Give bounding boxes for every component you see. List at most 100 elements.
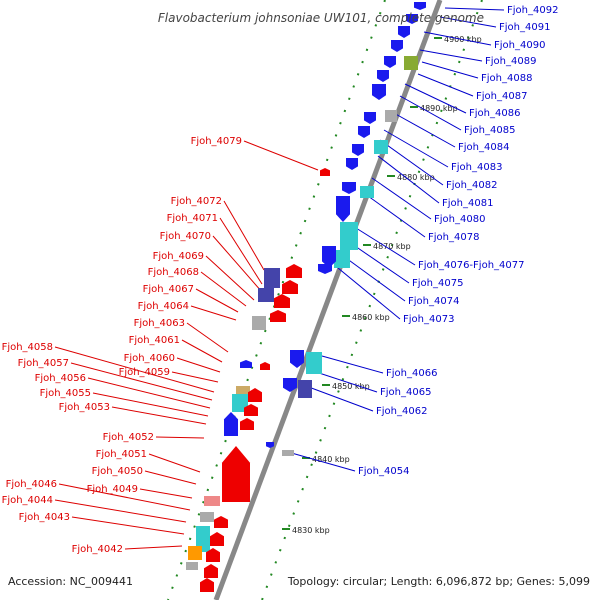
forward-gene-label[interactable]: Fjoh_4066 (386, 368, 437, 379)
forward-gene[interactable] (318, 264, 332, 274)
reverse-gene-label[interactable]: Fjoh_4043 (19, 512, 70, 523)
reverse-gene-label[interactable]: Fjoh_4061 (129, 335, 180, 346)
reverse-gene-label[interactable]: Fjoh_4071 (167, 213, 218, 224)
reverse-gene-box[interactable] (200, 512, 214, 522)
forward-gene-label[interactable]: Fjoh_4062 (376, 406, 427, 417)
reverse-gene[interactable] (200, 578, 214, 592)
forward-gene-label[interactable]: Fjoh_4089 (485, 56, 536, 67)
forward-gene[interactable] (372, 84, 386, 100)
reverse-gene[interactable] (210, 532, 224, 546)
forward-gene-box[interactable] (334, 250, 350, 268)
reverse-gene[interactable] (248, 388, 262, 402)
forward-gene-label[interactable]: Fjoh_4078 (428, 232, 479, 243)
forward-gene-label[interactable]: Fjoh_4091 (499, 22, 550, 33)
forward-gene-label[interactable]: Fjoh_4085 (464, 125, 515, 136)
forward-gene[interactable] (283, 378, 297, 392)
reverse-gene[interactable] (240, 360, 252, 368)
forward-gene-box[interactable] (340, 222, 358, 250)
reverse-gene-label[interactable]: Fjoh_4051 (96, 449, 147, 460)
reverse-gene[interactable] (206, 548, 220, 562)
reverse-gene[interactable] (224, 412, 238, 436)
reverse-gene-label[interactable]: Fjoh_4057 (18, 358, 69, 369)
reverse-gene-label[interactable]: Fjoh_4046 (6, 479, 57, 490)
forward-gene-label[interactable]: Fjoh_4087 (476, 91, 527, 102)
reverse-gene[interactable] (270, 310, 286, 322)
reverse-gene-label[interactable]: Fjoh_4072 (171, 196, 222, 207)
reverse-gene-box[interactable] (232, 394, 248, 412)
forward-gene-label[interactable]: Fjoh_4083 (451, 162, 502, 173)
forward-gene-label[interactable]: Fjoh_4082 (446, 180, 497, 191)
forward-gene[interactable] (336, 196, 350, 222)
reverse-gene-label[interactable]: Fjoh_4067 (143, 284, 194, 295)
reverse-gene-label[interactable]: Fjoh_4044 (2, 495, 53, 506)
reverse-gene-label[interactable]: Fjoh_4069 (153, 251, 204, 262)
reverse-gene-box[interactable] (186, 562, 198, 570)
reverse-gene[interactable] (244, 404, 258, 416)
reverse-gene-label[interactable]: Fjoh_4056 (35, 373, 86, 384)
forward-gene-box[interactable] (360, 186, 374, 198)
forward-gene[interactable] (322, 246, 336, 268)
reverse-gene[interactable] (282, 280, 298, 294)
reverse-gene-label[interactable]: Fjoh_4052 (103, 432, 154, 443)
reverse-gene-box[interactable] (196, 526, 210, 552)
reverse-gene-label[interactable]: Fjoh_4064 (138, 301, 189, 312)
reverse-gene[interactable] (240, 418, 254, 430)
forward-gene-label[interactable]: Fjoh_4081 (442, 198, 493, 209)
forward-gene-box[interactable] (404, 56, 418, 70)
forward-gene-box[interactable] (306, 352, 322, 374)
forward-gene[interactable] (352, 144, 364, 156)
forward-gene[interactable] (290, 350, 304, 368)
forward-gene[interactable] (398, 26, 410, 38)
forward-gene-label[interactable]: Fjoh_4074 (408, 296, 459, 307)
forward-gene-box[interactable] (385, 110, 397, 122)
reverse-gene-box[interactable] (236, 386, 250, 394)
reverse-gene-label[interactable]: Fjoh_4079 (191, 136, 242, 147)
forward-gene-label[interactable]: Fjoh_4065 (380, 387, 431, 398)
reverse-gene-box[interactable] (188, 546, 202, 560)
reverse-gene-label[interactable]: Fjoh_4070 (160, 231, 211, 242)
reverse-gene-label[interactable]: Fjoh_4060 (124, 353, 175, 364)
reverse-gene[interactable] (222, 446, 250, 502)
forward-gene[interactable] (406, 14, 418, 24)
reverse-gene-label[interactable]: Fjoh_4058 (2, 342, 53, 353)
reverse-gene-label[interactable]: Fjoh_4068 (148, 267, 199, 278)
forward-gene[interactable] (266, 442, 274, 448)
reverse-gene-label[interactable]: Fjoh_4053 (59, 402, 110, 413)
reverse-gene[interactable] (274, 294, 290, 308)
reverse-gene-label[interactable]: Fjoh_4049 (87, 484, 138, 495)
reverse-gene-label[interactable]: Fjoh_4059 (119, 367, 170, 378)
forward-gene[interactable] (358, 126, 370, 138)
forward-gene[interactable] (391, 40, 403, 52)
reverse-gene-box[interactable] (252, 316, 266, 330)
reverse-gene-box[interactable] (258, 288, 274, 302)
forward-gene-box[interactable] (298, 380, 312, 398)
reverse-gene-box[interactable] (204, 496, 220, 506)
forward-gene-label[interactable]: Fjoh_4088 (481, 73, 532, 84)
forward-gene-label[interactable]: Fjoh_4054 (358, 466, 409, 477)
forward-gene[interactable] (364, 112, 376, 124)
forward-gene[interactable] (384, 56, 396, 68)
reverse-gene[interactable] (320, 168, 330, 176)
reverse-gene[interactable] (214, 516, 228, 528)
forward-gene[interactable] (342, 182, 356, 194)
forward-gene-label[interactable]: Fjoh_4073 (403, 314, 454, 325)
reverse-gene-box[interactable] (264, 268, 280, 288)
forward-gene-label[interactable]: Fjoh_4076-Fjoh_4077 (418, 260, 524, 271)
forward-gene-label[interactable]: Fjoh_4075 (412, 278, 463, 289)
forward-gene-label[interactable]: Fjoh_4090 (494, 40, 545, 51)
forward-gene[interactable] (377, 70, 389, 82)
reverse-gene[interactable] (204, 564, 218, 578)
forward-gene[interactable] (414, 2, 426, 10)
reverse-gene-label[interactable]: Fjoh_4050 (92, 466, 143, 477)
forward-gene[interactable] (346, 158, 358, 170)
forward-gene-label[interactable]: Fjoh_4092 (507, 5, 558, 16)
forward-gene-label[interactable]: Fjoh_4084 (458, 142, 509, 153)
reverse-gene-label[interactable]: Fjoh_4055 (40, 388, 91, 399)
reverse-gene-label[interactable]: Fjoh_4063 (134, 318, 185, 329)
forward-gene-label[interactable]: Fjoh_4080 (434, 214, 485, 225)
reverse-gene[interactable] (286, 264, 302, 278)
forward-gene-box[interactable] (374, 140, 388, 154)
reverse-gene[interactable] (260, 362, 270, 370)
forward-gene-label[interactable]: Fjoh_4086 (469, 108, 520, 119)
forward-gene-box[interactable] (282, 450, 294, 456)
